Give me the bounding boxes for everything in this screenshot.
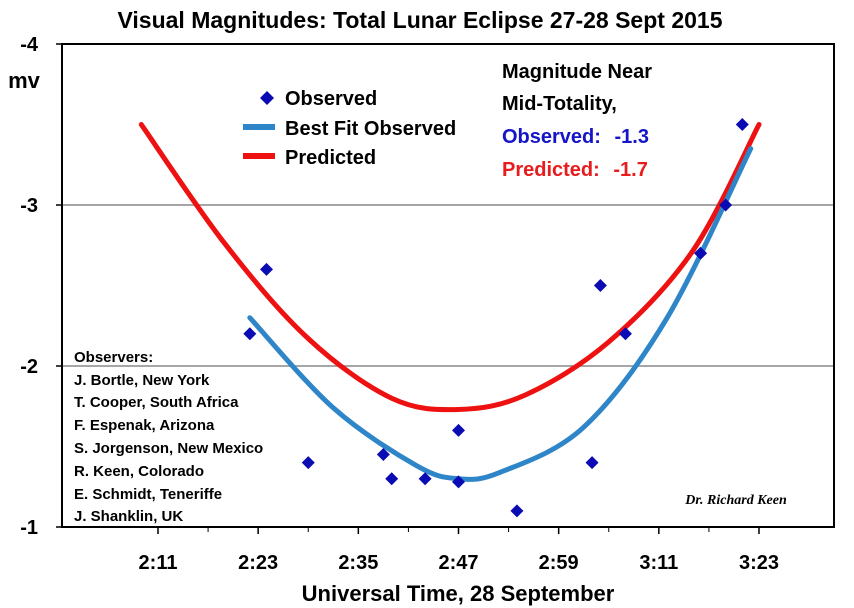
mag-predicted-label: Predicted: (502, 159, 600, 181)
mag-observed-value: -1.3 (615, 126, 649, 148)
observed-point (385, 472, 399, 486)
observer-item: T. Cooper, South Africa (74, 394, 239, 411)
observed-point (694, 246, 708, 260)
observed-point (593, 279, 607, 292)
legend-marker-observed (260, 91, 274, 105)
observed-point (376, 448, 390, 462)
observer-item: R. Keen, Colorado (74, 463, 204, 480)
observer-item: E. Schmidt, Teneriffe (74, 486, 222, 503)
predicted-curve (138, 122, 762, 413)
observed-point (719, 198, 733, 212)
curves-layer (138, 122, 762, 482)
mag-heading-line-2: Mid-Totality, (502, 93, 617, 115)
legend-label-best-fit: Best Fit Observed (285, 118, 456, 140)
observer-item: S. Jorgenson, New Mexico (74, 440, 263, 457)
plot-area-frame (61, 43, 835, 528)
legend-label-observed: Observed (285, 88, 377, 110)
mag-predicted-value: -1.7 (613, 159, 647, 181)
x-tick-label: 2:59 (539, 552, 579, 574)
chart-title: Visual Magnitudes: Total Lunar Eclipse 2… (117, 7, 722, 33)
observed-point (418, 472, 432, 486)
mag-observed-label: Observed: (502, 126, 601, 148)
x-tick-label: 2:35 (338, 552, 378, 574)
observed-point (301, 456, 315, 470)
x-tick-label: 2:11 (139, 552, 178, 574)
best-fit-curve (247, 146, 754, 482)
observer-item: J. Bortle, New York (74, 372, 210, 389)
x-axis-ticks: 2:11 2:23 2:35 2:47 2:59 3:11 3:23 (139, 527, 779, 574)
y-axis-label: mv (8, 68, 41, 93)
legend-label-predicted: Predicted (285, 147, 376, 169)
mag-predicted-line: Predicted: -1.7 (502, 159, 648, 181)
observed-point (585, 456, 599, 470)
gridlines (62, 204, 834, 367)
x-tick-label: 3:11 (639, 552, 678, 574)
observed-point (452, 423, 465, 437)
mag-heading-line-1: Magnitude Near (502, 61, 652, 83)
observer-item: J. Shanklin, UK (74, 508, 183, 525)
observed-points-layer (243, 118, 749, 518)
y-tick-label: -1 (20, 517, 38, 539)
observers-heading: Observers: (74, 349, 153, 366)
y-tick-label: -2 (20, 356, 38, 378)
x-tick-label: 2:47 (438, 552, 478, 574)
x-axis-label: Universal Time, 28 September (302, 581, 615, 606)
mag-observed-line: Observed: -1.3 (502, 126, 649, 148)
y-axis-ticks: -4 -3 -2 -1 (20, 34, 62, 539)
author-credit: Dr. Richard Keen (684, 493, 787, 508)
x-tick-label: 2:23 (238, 552, 278, 574)
observers-list: Observers: J. Bortle, New York T. Cooper… (74, 349, 263, 525)
observer-item: F. Espenak, Arizona (74, 417, 215, 434)
observed-point (618, 327, 632, 341)
y-tick-label: -3 (20, 195, 38, 217)
legend: Observed Best Fit Observed Predicted (243, 88, 456, 169)
observed-point (510, 504, 524, 518)
observed-point (260, 262, 274, 276)
observed-point (452, 475, 465, 489)
observed-point (735, 118, 749, 131)
y-tick-label: -4 (20, 34, 39, 56)
x-tick-label: 3:23 (739, 552, 779, 574)
observed-point (243, 327, 257, 341)
mid-totality-annotation: Magnitude Near Mid-Totality, Observed: -… (502, 61, 652, 181)
